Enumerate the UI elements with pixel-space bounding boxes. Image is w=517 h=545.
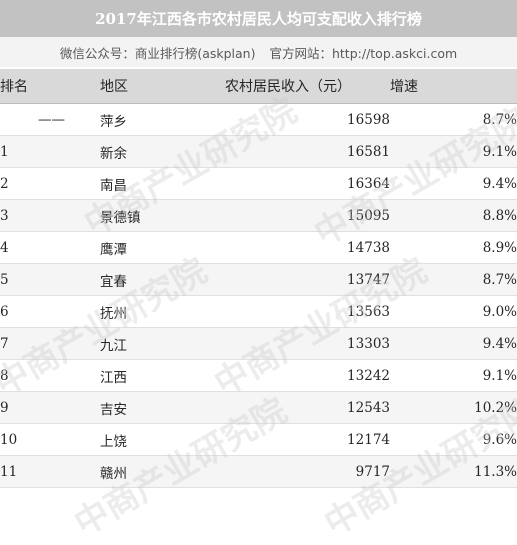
- rank-cell: 5: [0, 263, 100, 296]
- rank-cell: 9: [0, 391, 100, 424]
- growth-cell: 8.9%: [390, 231, 517, 264]
- header-rank: 排名: [0, 69, 100, 104]
- region-cell: 鹰潭: [100, 231, 225, 264]
- table-row: 1 新余 16581 9.1%: [0, 135, 517, 168]
- table-row: 2 南昌 16364 9.4%: [0, 167, 517, 200]
- growth-cell: 9.6%: [390, 423, 517, 456]
- rank-cell: ——: [0, 103, 100, 136]
- rank-cell: 1: [0, 135, 100, 168]
- table-row: —— 萍乡 16598 8.7%: [0, 103, 517, 136]
- growth-cell: 8.7%: [390, 103, 517, 136]
- table-row: 3 景德镇 15095 8.8%: [0, 199, 517, 232]
- table-row: 6 抚州 13563 9.0%: [0, 295, 517, 328]
- table-row: 11 赣州 9717 11.3%: [0, 455, 517, 488]
- rank-cell: 3: [0, 199, 100, 232]
- region-cell: 宜春: [100, 263, 225, 296]
- region-cell: 赣州: [100, 455, 225, 488]
- region-cell: 吉安: [100, 391, 225, 424]
- table-header-row: 排名 地区 农村居民收入（元） 增速: [0, 69, 517, 104]
- chart-title: 2017年江西各市农村居民人均可支配收入排行榜: [0, 0, 517, 37]
- header-growth: 增速: [390, 69, 517, 104]
- region-cell: 萍乡: [100, 103, 225, 136]
- region-cell: 九江: [100, 327, 225, 360]
- rank-cell: 4: [0, 231, 100, 264]
- rank-cell: 11: [0, 455, 100, 488]
- table-body: —— 萍乡 16598 8.7% 1 新余 16581 9.1% 2 南昌 16364 9.4% 3 景德…: [0, 103, 517, 488]
- wechat-account-label: 微信公众号：商业排行榜(askplan): [59, 45, 256, 61]
- growth-cell: 8.8%: [390, 199, 517, 232]
- table-row: 10 上饶 12174 9.6%: [0, 423, 517, 456]
- region-cell: 上饶: [100, 423, 225, 456]
- table-row: 7 九江 13303 9.4%: [0, 327, 517, 360]
- income-cell: 13303: [225, 327, 390, 360]
- region-cell: 新余: [100, 135, 225, 168]
- official-website-label: 官方网站：http://top.askci.com: [269, 45, 458, 61]
- growth-cell: 11.3%: [390, 455, 517, 488]
- rank-cell: 8: [0, 359, 100, 392]
- rank-cell: 2: [0, 167, 100, 200]
- region-cell: 南昌: [100, 167, 225, 200]
- income-cell: 15095: [225, 199, 390, 232]
- income-cell: 16598: [225, 103, 390, 136]
- growth-cell: 9.4%: [390, 167, 517, 200]
- ranking-table: 排名 地区 农村居民收入（元） 增速 —— 萍乡 16598 8.7% 1 新余 16581…: [0, 69, 517, 488]
- header-income: 农村居民收入（元）: [225, 69, 390, 104]
- table-row: 8 江西 13242 9.1%: [0, 359, 517, 392]
- table-row: 4 鹰潭 14738 8.9%: [0, 231, 517, 264]
- growth-cell: 9.4%: [390, 327, 517, 360]
- income-cell: 14738: [225, 231, 390, 264]
- income-cell: 9717: [225, 455, 390, 488]
- table-row: 9 吉安 12543 10.2%: [0, 391, 517, 424]
- income-cell: 13747: [225, 263, 390, 296]
- income-cell: 12174: [225, 423, 390, 456]
- header-region: 地区: [100, 69, 225, 104]
- rank-cell: 7: [0, 327, 100, 360]
- growth-cell: 9.0%: [390, 295, 517, 328]
- income-cell: 16581: [225, 135, 390, 168]
- income-cell: 13563: [225, 295, 390, 328]
- table-row: 5 宜春 13747 8.7%: [0, 263, 517, 296]
- rank-cell: 10: [0, 423, 100, 456]
- growth-cell: 9.1%: [390, 359, 517, 392]
- region-cell: 抚州: [100, 295, 225, 328]
- region-cell: 江西: [100, 359, 225, 392]
- income-cell: 12543: [225, 391, 390, 424]
- source-line: 微信公众号：商业排行榜(askplan) 官方网站：http://top.ask…: [0, 37, 517, 67]
- growth-cell: 8.7%: [390, 263, 517, 296]
- rank-cell: 6: [0, 295, 100, 328]
- income-cell: 13242: [225, 359, 390, 392]
- growth-cell: 10.2%: [390, 391, 517, 424]
- income-cell: 16364: [225, 167, 390, 200]
- growth-cell: 9.1%: [390, 135, 517, 168]
- region-cell: 景德镇: [100, 199, 225, 232]
